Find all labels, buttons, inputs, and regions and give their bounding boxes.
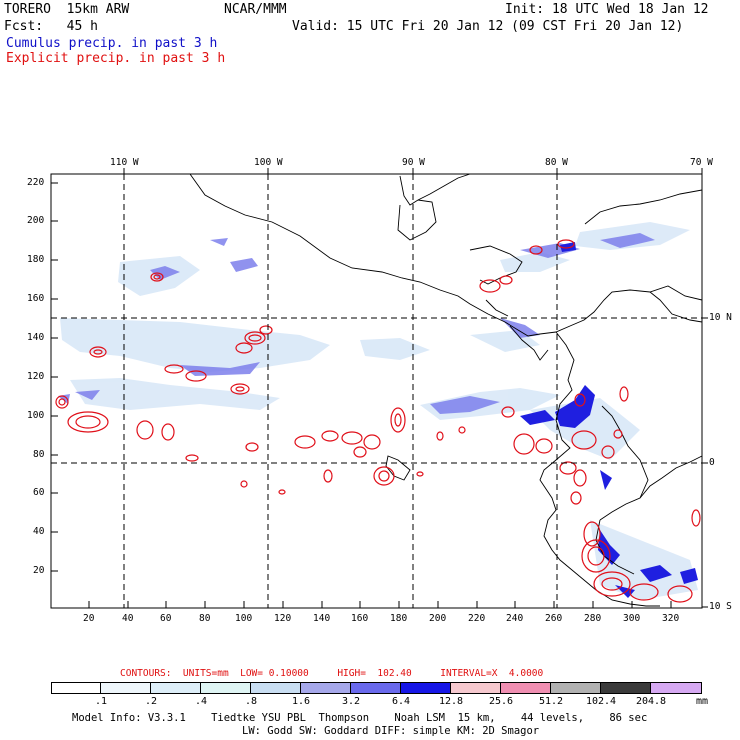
- colorbar-label: 25.6: [488, 696, 514, 707]
- y-tick-label: 40: [33, 526, 45, 537]
- x-tick-label: 60: [160, 613, 172, 624]
- y-tick-label: 220: [27, 177, 45, 188]
- colorbar-label: .2: [144, 696, 158, 707]
- colorbar-swatch: [51, 682, 101, 694]
- lat-label-0: 0: [709, 457, 715, 468]
- lat-label-10s: 10 S: [709, 601, 732, 612]
- x-tick-label: 80: [199, 613, 211, 624]
- colorbar-label: 204.8: [635, 696, 667, 707]
- y-tick-label: 20: [33, 565, 45, 576]
- x-tick-label: 20: [83, 613, 95, 624]
- y-tick-label: 100: [27, 410, 45, 421]
- lon-label-100w: 100 W: [254, 157, 283, 168]
- x-tick-label: 280: [584, 613, 602, 624]
- colorbar-swatch: [150, 682, 201, 694]
- colorbar-swatch: [450, 682, 501, 694]
- colorbar-swatch: [650, 682, 702, 694]
- init-time: Init: 18 UTC Wed 18 Jan 12: [505, 2, 709, 17]
- colorbar-label: .1: [94, 696, 108, 707]
- colorbar-swatch: [100, 682, 151, 694]
- explicit-legend: Explicit precip. in past 3 h: [6, 51, 226, 66]
- colorbar-swatch: [500, 682, 551, 694]
- colorbar-label: .8: [244, 696, 258, 707]
- x-tick-label: 40: [122, 613, 134, 624]
- x-tick-label: 320: [662, 613, 680, 624]
- x-tick-label: 200: [429, 613, 447, 624]
- x-tick-label: 140: [313, 613, 331, 624]
- valid-time: Valid: 15 UTC Fri 20 Jan 12 (09 CST Fri …: [292, 19, 684, 34]
- colorbar-label: .4: [194, 696, 208, 707]
- lon-label-110w: 110 W: [110, 157, 139, 168]
- y-tick-label: 200: [27, 215, 45, 226]
- physics-info-line: LW: Godd SW: Goddard DIFF: simple KM: 2D…: [242, 725, 540, 737]
- colorbar-swatch: [600, 682, 651, 694]
- lon-label-80w: 80 W: [545, 157, 568, 168]
- x-tick-label: 120: [274, 613, 292, 624]
- org-label: NCAR/MMM: [224, 2, 287, 17]
- model-info-line: Model Info: V3.3.1 Tiedtke YSU PBL Thomp…: [72, 712, 648, 724]
- y-tick-label: 120: [27, 371, 45, 382]
- x-tick-label: 240: [506, 613, 524, 624]
- forecast-hour: Fcst: 45 h: [4, 19, 98, 34]
- colorbar-label: 102.4: [585, 696, 617, 707]
- colorbar-label: 6.4: [391, 696, 411, 707]
- colorbar-swatch: [300, 682, 351, 694]
- colorbar-swatch: [400, 682, 451, 694]
- lon-label-70w: 70 W: [690, 157, 713, 168]
- y-tick-label: 80: [33, 449, 45, 460]
- x-tick-label: 100: [235, 613, 253, 624]
- colorbar-swatch: [200, 682, 251, 694]
- colorbar-label: 1.6: [291, 696, 311, 707]
- contours-info: CONTOURS: UNITS=mm LOW= 0.10000 HIGH= 10…: [120, 668, 544, 679]
- cumulus-legend: Cumulus precip. in past 3 h: [6, 36, 218, 51]
- x-tick-label: 300: [623, 613, 641, 624]
- colorbar-label: 3.2: [341, 696, 361, 707]
- colorbar-label: 51.2: [538, 696, 564, 707]
- y-tick-label: 180: [27, 254, 45, 265]
- x-tick-label: 180: [390, 613, 408, 624]
- colorbar-label: 12.8: [438, 696, 464, 707]
- lat-label-10n: 10 N: [709, 312, 732, 323]
- x-tick-label: 260: [545, 613, 563, 624]
- colorbar-swatch: [550, 682, 601, 694]
- colorbar-swatch: [350, 682, 401, 694]
- x-tick-label: 160: [351, 613, 369, 624]
- explicit-contours: [55, 239, 701, 603]
- y-tick-label: 140: [27, 332, 45, 343]
- colorbar-unit: mm: [695, 696, 709, 707]
- x-tick-label: 220: [468, 613, 486, 624]
- axis-ticks: [51, 168, 708, 608]
- lat-lon-grid: [51, 174, 702, 608]
- colorbar-swatch: [250, 682, 301, 694]
- y-tick-label: 60: [33, 487, 45, 498]
- y-tick-label: 160: [27, 293, 45, 304]
- lon-label-90w: 90 W: [402, 157, 425, 168]
- model-title: TORERO 15km ARW: [4, 2, 130, 17]
